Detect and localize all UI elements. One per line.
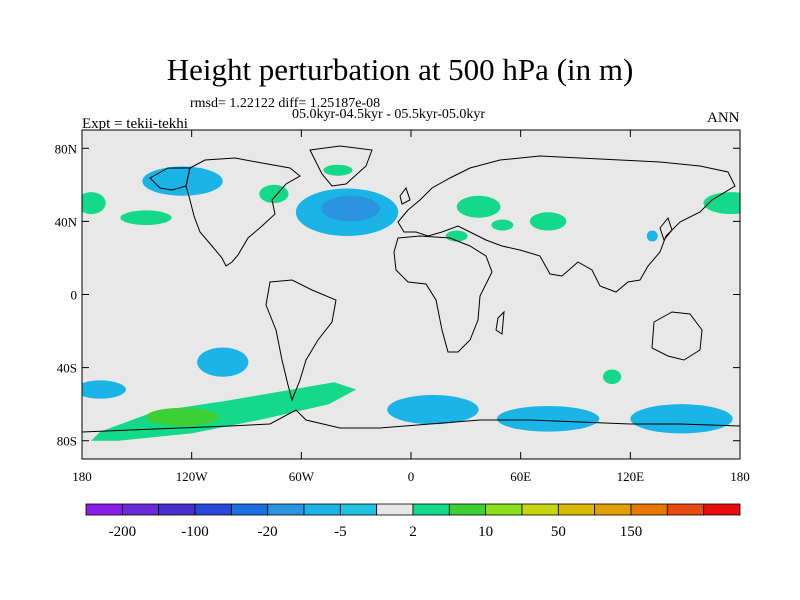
anomaly-region bbox=[646, 230, 658, 242]
coast-uk bbox=[399, 186, 411, 205]
anomaly-region bbox=[197, 347, 249, 377]
anomaly-region bbox=[387, 395, 479, 425]
colorbar-label: 2 bbox=[409, 524, 417, 540]
coast-alaska bbox=[149, 167, 191, 191]
colorbar-label: -200 bbox=[109, 524, 137, 540]
coastline-layer bbox=[82, 145, 740, 433]
coast-eurasia bbox=[397, 155, 736, 293]
y-tick-label: 80N bbox=[55, 141, 78, 156]
colorbar-swatch bbox=[303, 503, 341, 516]
anomaly-region bbox=[82, 380, 126, 399]
coast-africa bbox=[393, 235, 493, 353]
colorbar-swatch bbox=[666, 503, 705, 516]
anomaly-region bbox=[82, 192, 106, 215]
y-tick-label: 40S bbox=[57, 361, 77, 376]
colorbar-swatch bbox=[703, 503, 741, 516]
y-tick-label: 40N bbox=[55, 214, 78, 229]
colorbar: -200 -100 -20 -5 2 10 50 150 bbox=[85, 503, 741, 540]
x-tick-label: 60W bbox=[289, 469, 315, 484]
y-tick-label: 0 bbox=[71, 288, 78, 303]
anomaly-region bbox=[491, 219, 514, 231]
colorbar-swatch bbox=[557, 503, 596, 516]
colorbar-label: 50 bbox=[551, 524, 566, 540]
anomaly-region bbox=[630, 404, 733, 434]
colorbar-swatch bbox=[376, 503, 414, 516]
colorbar-swatch bbox=[630, 503, 668, 516]
colorbar-swatch bbox=[521, 503, 559, 516]
season-label: ANN bbox=[707, 110, 740, 126]
anomaly-region bbox=[120, 210, 172, 226]
colorbar-swatch bbox=[412, 503, 450, 516]
anomaly-region bbox=[529, 212, 567, 231]
coast-north-america bbox=[185, 157, 301, 267]
colorbar-swatch bbox=[158, 503, 196, 516]
colorbar-swatch bbox=[194, 503, 232, 516]
colorbar-swatch bbox=[267, 503, 305, 516]
rmsd-stats: rmsd= 1.22122 diff= 1.25187e-08 bbox=[190, 96, 381, 111]
anomaly-region bbox=[259, 184, 289, 204]
coast-japan bbox=[659, 216, 673, 242]
y-tick-label: 80S bbox=[57, 434, 77, 449]
anomaly-southern-ocean-band bbox=[91, 382, 357, 441]
coast-greenland bbox=[309, 145, 373, 187]
colorbar-swatch bbox=[594, 503, 632, 516]
colorbar-label: 150 bbox=[620, 524, 643, 540]
colorbar-swatch bbox=[339, 503, 378, 516]
colorbar-label: -20 bbox=[258, 524, 278, 540]
axes-layer: 80N 40N 0 40S 80S 180 120W 60W 0 60E 120E 180 bbox=[55, 130, 750, 484]
colorbar-swatch bbox=[448, 503, 487, 516]
colorbar-label: -5 bbox=[334, 524, 347, 540]
x-tick-label: 120W bbox=[176, 469, 209, 484]
coast-south-america bbox=[265, 279, 337, 402]
anomaly-region bbox=[445, 230, 468, 242]
colorbar-label: -100 bbox=[181, 524, 209, 540]
anomaly-region bbox=[496, 405, 600, 432]
colorbar-swatch bbox=[85, 503, 123, 516]
anomaly-region bbox=[456, 195, 501, 218]
time-period: 05.0kyr-04.5kyr - 05.5kyr-05.0kyr bbox=[292, 107, 486, 122]
colorbar-swatch bbox=[121, 503, 160, 516]
anomaly-region bbox=[323, 164, 353, 176]
anomaly-region bbox=[602, 369, 622, 385]
anomaly-southern-ocean-core bbox=[145, 407, 220, 427]
anomaly-region bbox=[703, 192, 740, 215]
coast-antarctica bbox=[82, 409, 740, 433]
anomaly-region bbox=[142, 166, 223, 196]
coast-madagascar bbox=[495, 310, 505, 335]
x-tick-label: 60E bbox=[510, 469, 531, 484]
anomaly-region bbox=[321, 195, 380, 222]
plot-title: Height perturbation at 500 hPa (in m) bbox=[166, 52, 634, 87]
experiment-label: Expt = tekii-tekhi bbox=[82, 116, 188, 132]
coast-australia bbox=[651, 311, 703, 361]
anomaly-layer bbox=[82, 164, 740, 441]
colorbar-swatch bbox=[485, 503, 523, 516]
x-tick-label: 0 bbox=[408, 469, 415, 484]
x-tick-label: 180 bbox=[72, 469, 92, 484]
colorbar-swatch bbox=[230, 503, 269, 516]
x-tick-label: 120E bbox=[617, 469, 645, 484]
x-tick-label: 180 bbox=[730, 469, 750, 484]
colorbar-label: 10 bbox=[478, 524, 493, 540]
